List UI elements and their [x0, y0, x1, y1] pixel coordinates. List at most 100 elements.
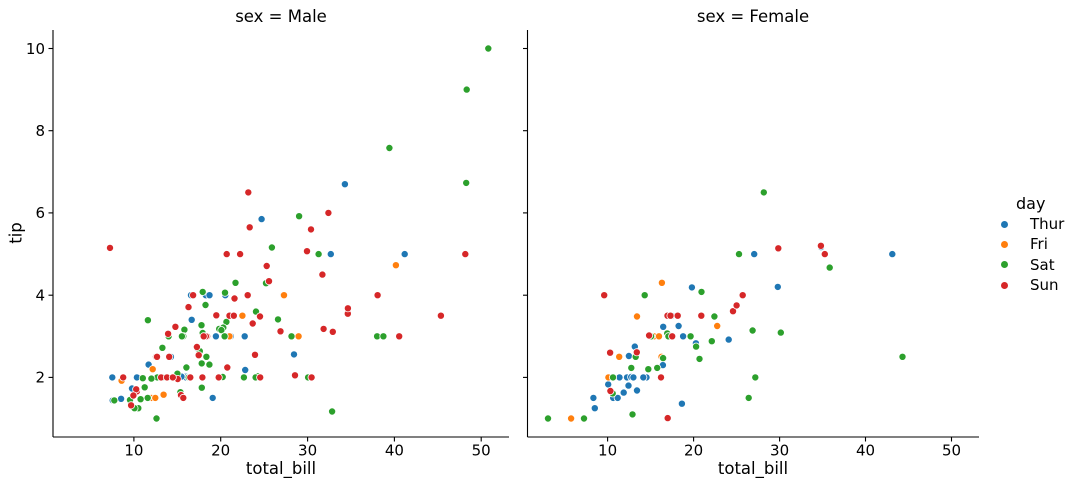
data-point-sat	[110, 396, 119, 405]
data-point-sun	[129, 391, 138, 400]
data-point-sat	[140, 383, 149, 392]
data-point-sat	[692, 342, 701, 351]
data-point-sun	[222, 250, 231, 259]
data-point-sun	[262, 261, 271, 270]
data-point-sun	[243, 291, 252, 300]
data-point-sat	[328, 407, 337, 416]
data-point-thur	[773, 282, 782, 291]
x-tick-label: 20	[211, 442, 230, 460]
data-point-fri	[151, 393, 160, 402]
data-point-sun	[729, 307, 738, 316]
data-point-sat	[640, 291, 649, 300]
data-point-sun	[328, 327, 337, 336]
data-point-sat	[138, 374, 147, 383]
data-point-sat	[152, 414, 161, 423]
data-point-sun	[256, 373, 265, 382]
data-point-sun	[373, 291, 382, 300]
data-point-sat	[898, 352, 907, 361]
legend-label: Fri	[1030, 235, 1048, 254]
legend-label: Sat	[1030, 255, 1055, 274]
data-point-sun	[632, 348, 641, 357]
data-point-sat	[231, 278, 240, 287]
y-tick-label: 10	[26, 40, 45, 58]
data-point-sun	[306, 225, 315, 234]
data-point-sat	[385, 143, 394, 152]
data-point-sat	[627, 363, 636, 372]
data-point-thur	[340, 180, 349, 189]
y-tick-label: 8	[35, 122, 45, 140]
data-point-sun	[165, 352, 174, 361]
data-point-thur	[604, 380, 613, 389]
panel-female: 10 20 30 40 50	[523, 30, 979, 460]
data-point-thur	[613, 393, 622, 402]
x-tick-label: 30	[770, 442, 789, 460]
data-point-sat	[220, 288, 229, 297]
data-point-sun	[223, 363, 232, 372]
data-point-thur	[624, 381, 633, 390]
data-point-thur	[240, 332, 249, 341]
data-point-sat	[697, 287, 706, 296]
data-point-sat	[182, 363, 191, 372]
data-point-sun	[302, 247, 311, 256]
data-point-sat	[267, 243, 276, 252]
data-point-sun	[236, 250, 245, 259]
data-point-sun	[666, 311, 675, 320]
data-point-sat	[653, 363, 662, 372]
data-point-sat	[239, 373, 248, 382]
data-point-thur	[108, 373, 117, 382]
data-point-sun	[290, 371, 299, 380]
data-point-sat	[609, 373, 618, 382]
data-point-thur	[205, 291, 214, 300]
data-point-sun	[343, 304, 352, 313]
data-point-sat	[217, 326, 226, 335]
data-point-sun	[171, 322, 180, 331]
legend-items: Thur Fri Sat Sun	[996, 214, 1072, 295]
data-point-sat	[644, 365, 653, 374]
data-point-sat	[695, 354, 704, 363]
panel-male: 10 20 30 40 50 2 4 6 8 10	[26, 30, 509, 460]
x-tick-label: 50	[942, 442, 961, 460]
legend-label: Thur	[1030, 215, 1065, 234]
data-point-sat	[707, 337, 716, 346]
data-point-sat	[314, 250, 323, 259]
data-point-sat	[273, 315, 282, 324]
data-point-sat	[136, 395, 145, 404]
data-point-sun	[214, 373, 223, 382]
data-point-thur	[750, 250, 759, 259]
data-point-sun	[168, 373, 177, 382]
data-point-sun	[194, 351, 203, 360]
data-point-thur	[888, 250, 897, 259]
data-point-sat	[825, 263, 834, 272]
facet-title-male: sex = Male	[235, 7, 327, 26]
data-point-sat	[628, 410, 637, 419]
data-point-sat	[198, 287, 207, 296]
data-point-sat	[287, 332, 296, 341]
data-point-sun	[255, 312, 264, 321]
data-point-fri	[279, 291, 288, 300]
x-axis-label-male: total_bill	[245, 459, 317, 478]
data-point-sat	[686, 332, 695, 341]
data-point-sun	[199, 332, 208, 341]
data-point-sun	[230, 294, 239, 303]
data-point-sun	[179, 393, 188, 402]
data-point-sun	[186, 373, 195, 382]
data-point-sun	[264, 277, 273, 286]
data-point-sat	[748, 326, 757, 335]
data-point-sun	[820, 250, 829, 259]
data-point-sun	[324, 208, 333, 217]
data-point-sat	[180, 325, 189, 334]
data-point-sun	[645, 331, 654, 340]
data-point-thur	[724, 335, 733, 344]
data-point-sat	[205, 360, 214, 369]
legend: day Thur Fri Sat Sun	[996, 194, 1072, 295]
legend-item-fri: Fri	[996, 234, 1072, 254]
data-point-sun	[307, 373, 316, 382]
data-point-sun	[248, 319, 257, 328]
data-point-sun	[119, 373, 128, 382]
data-point-fri	[238, 311, 247, 320]
legend-item-thur: Thur	[996, 214, 1072, 234]
legend-marker-icon	[1001, 261, 1008, 269]
data-point-fri	[633, 312, 642, 321]
